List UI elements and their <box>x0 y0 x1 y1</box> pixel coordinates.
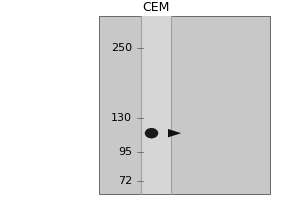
Text: 130: 130 <box>111 113 132 123</box>
Text: CEM: CEM <box>142 1 170 14</box>
Text: 95: 95 <box>118 147 132 157</box>
Bar <box>141 16 171 194</box>
Text: 72: 72 <box>118 176 132 186</box>
Polygon shape <box>168 129 181 137</box>
Text: 250: 250 <box>111 43 132 53</box>
Ellipse shape <box>145 128 158 138</box>
Bar <box>99 16 270 194</box>
